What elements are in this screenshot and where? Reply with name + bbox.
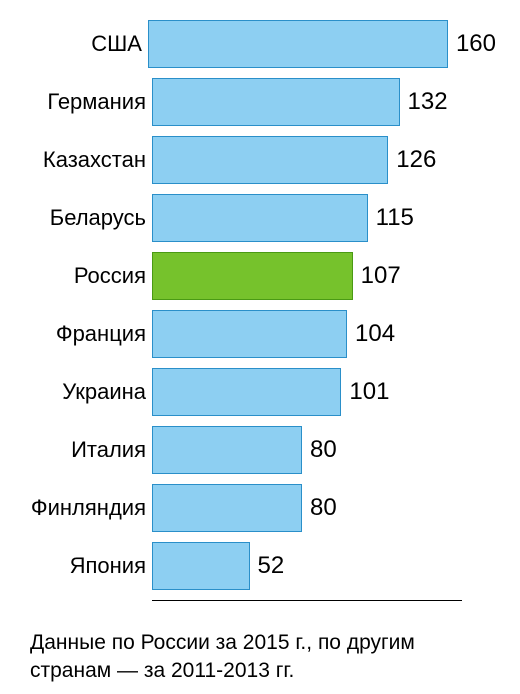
bar-row: Россия 107: [0, 252, 496, 300]
bar: [152, 426, 302, 474]
bar-row: Япония 52: [0, 542, 496, 590]
footnote: Данные по России за 2015 г., по другим с…: [0, 601, 520, 686]
bar-value: 104: [347, 320, 395, 348]
bar-value: 107: [353, 262, 401, 290]
bar-wrap: 104: [152, 310, 496, 358]
bar-label: Италия: [0, 437, 152, 463]
bar: [152, 136, 388, 184]
bar-wrap: 160: [148, 20, 496, 68]
bar-label: США: [0, 31, 148, 57]
bar-wrap: 80: [152, 426, 496, 474]
bar-wrap: 132: [152, 78, 496, 126]
bar: [152, 310, 347, 358]
bar-value: 52: [250, 552, 285, 580]
bar-row: Италия 80: [0, 426, 496, 474]
bar: [152, 78, 400, 126]
bar: [152, 484, 302, 532]
bar-wrap: 115: [152, 194, 496, 242]
bar-label: Казахстан: [0, 147, 152, 173]
bar-row: Казахстан 126: [0, 136, 496, 184]
bar-label: Украина: [0, 379, 152, 405]
bar-label: Германия: [0, 89, 152, 115]
bar-label: Финляндия: [0, 495, 152, 521]
bar-label: Франция: [0, 321, 152, 347]
bar-wrap: 52: [152, 542, 496, 590]
bar-wrap: 126: [152, 136, 496, 184]
bar: [152, 368, 341, 416]
bar: [152, 542, 250, 590]
bar-value: 80: [302, 494, 337, 522]
bar-chart: США 160 Германия 132 Казахстан 126 Белар…: [0, 0, 520, 601]
bar-value: 115: [368, 204, 414, 232]
bar-label: Беларусь: [0, 205, 152, 231]
bar-wrap: 80: [152, 484, 496, 532]
bar: [152, 194, 368, 242]
bar-value: 132: [400, 88, 448, 116]
bar-value: 101: [341, 378, 389, 406]
bar: [152, 252, 353, 300]
bar-row: Финляндия 80: [0, 484, 496, 532]
bar-label: Япония: [0, 553, 152, 579]
bar-row: Беларусь 115: [0, 194, 496, 242]
bar-row: Украина 101: [0, 368, 496, 416]
bar-row: Германия 132: [0, 78, 496, 126]
bar-wrap: 107: [152, 252, 496, 300]
bar-row: Франция 104: [0, 310, 496, 358]
bar-value: 126: [388, 146, 436, 174]
bar-value: 160: [448, 30, 496, 58]
bar-row: США 160: [0, 20, 496, 68]
bar-wrap: 101: [152, 368, 496, 416]
bar: [148, 20, 448, 68]
bar-label: Россия: [0, 263, 152, 289]
bar-value: 80: [302, 436, 337, 464]
